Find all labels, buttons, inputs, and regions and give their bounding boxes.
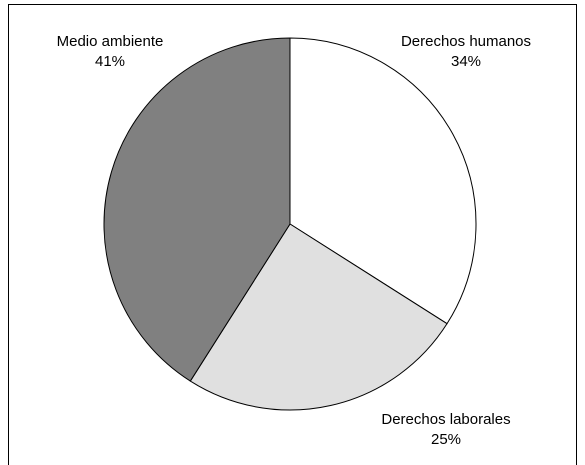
slice-value-label: 41% xyxy=(95,53,125,70)
slice-value-label: 25% xyxy=(431,431,461,448)
pie-slice xyxy=(103,37,291,382)
slice-label: Derechos humanos xyxy=(401,33,531,50)
slice-value-label: 34% xyxy=(451,53,481,70)
slice-label: Derechos laborales xyxy=(381,411,510,428)
pie-slice xyxy=(289,37,477,325)
chart-frame xyxy=(8,4,577,465)
pie-slice xyxy=(189,223,448,411)
slice-label: Medio ambiente xyxy=(57,33,164,50)
